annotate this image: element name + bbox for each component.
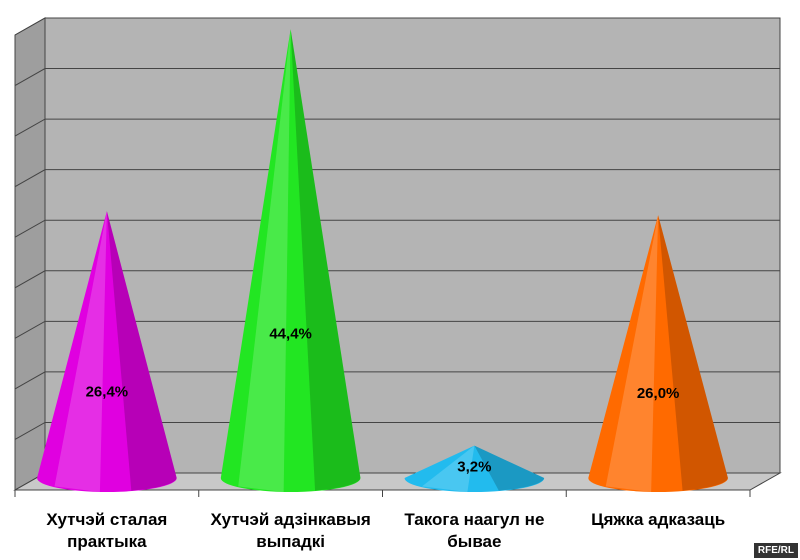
source: RFE/RL [753, 543, 798, 558]
value-label: 3,2% [457, 459, 491, 476]
cone-shade [474, 445, 545, 491]
value-label: 26,4% [86, 384, 129, 401]
cone-highlight [422, 445, 475, 492]
cone-highlight [238, 29, 291, 492]
grid-line [14, 118, 780, 137]
side-wall [14, 17, 46, 491]
grid-line [14, 219, 780, 238]
grid-line [14, 270, 780, 289]
grid-line [14, 320, 780, 339]
grid-line [14, 371, 780, 390]
cone-shade [290, 29, 361, 491]
value-label: 44,4% [269, 325, 312, 342]
cone [404, 445, 545, 492]
cone [220, 29, 361, 492]
cone-highlight [605, 215, 659, 492]
x-tick-label: Хутчэй сталая практыка [46, 510, 168, 551]
grid-line [14, 17, 780, 36]
cone [588, 215, 728, 492]
cone [37, 211, 177, 493]
grid-line [14, 68, 780, 86]
x-tick-label: Цяжка адказаць [591, 510, 726, 529]
cone-highlight [54, 211, 107, 493]
x-tick-label: Хутчэй адзінкавыя выпадкі [210, 510, 371, 551]
x-tick-label: Такога наагул не бывае [404, 510, 545, 551]
grid-line [14, 169, 780, 188]
cone-shade [658, 215, 728, 491]
grid-line [14, 421, 780, 440]
cone-shade [106, 211, 177, 491]
value-label: 26,0% [637, 385, 680, 402]
